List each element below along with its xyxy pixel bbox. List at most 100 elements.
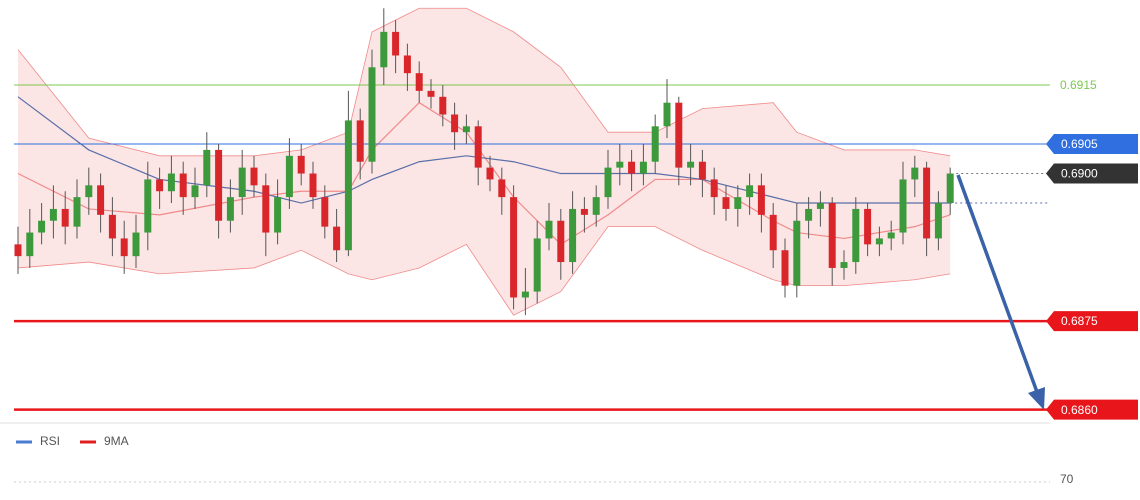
candle-body: [451, 114, 459, 133]
candle-body: [793, 220, 801, 286]
candle-body: [14, 244, 22, 257]
levels-layer: [14, 84, 1050, 411]
candle-body: [26, 232, 34, 257]
candle-body: [215, 149, 223, 221]
candle-body: [415, 73, 423, 91]
candle-body: [250, 167, 258, 186]
candle-body: [203, 149, 211, 186]
y-tick-label: 0.6930: [1060, 0, 1097, 3]
candle-body: [816, 203, 824, 209]
candle-body: [592, 197, 600, 215]
candle-body: [132, 232, 140, 257]
candle-body: [946, 173, 954, 204]
candle-body: [474, 126, 482, 168]
candle-body: [781, 250, 789, 286]
level-label: 0.6915: [1060, 78, 1097, 92]
arrow-head: [1028, 387, 1045, 410]
band-upper-line: [17, 7, 951, 157]
level-label: 0.6905: [1061, 137, 1098, 151]
candle-body: [333, 226, 341, 251]
candle-body: [769, 214, 777, 251]
candle-body: [864, 208, 872, 245]
candle-body: [238, 167, 246, 198]
candle-body: [887, 232, 895, 239]
candle-body: [840, 262, 848, 268]
candle-body: [85, 185, 93, 198]
candle-body: [604, 167, 612, 198]
candle-body: [521, 291, 529, 298]
candle-body: [852, 208, 860, 263]
indicator-layer: RSI 9MA 70: [14, 434, 1074, 486]
candle-body: [663, 102, 671, 127]
candle-body: [97, 185, 105, 215]
candle-body: [687, 161, 695, 168]
candle-body: [899, 179, 907, 233]
candle-body: [274, 197, 282, 233]
candle-body: [746, 185, 754, 198]
level-label-box: [1046, 311, 1138, 332]
candle-body: [934, 203, 942, 239]
candle-body: [144, 179, 152, 233]
candle-body: [828, 203, 836, 268]
level-label: 0.6900: [1061, 167, 1098, 181]
candle-body: [120, 238, 128, 257]
candle-body: [616, 161, 624, 168]
candle-body: [533, 238, 541, 292]
candle-body: [875, 238, 883, 245]
candle-body: [167, 173, 175, 192]
labels-layer: 0.6930 0.6915 0.6905 0.6900 0.6875 0.6860: [1046, 0, 1138, 420]
level-label: 0.6875: [1061, 314, 1098, 328]
candle-body: [49, 208, 57, 221]
candle-body: [226, 197, 234, 221]
candle-body: [297, 155, 305, 174]
candle-body: [179, 173, 187, 198]
candle-body: [108, 214, 116, 239]
candle-body: [580, 208, 588, 215]
candle-body: [911, 167, 919, 180]
candle-body: [462, 126, 470, 133]
candle-body: [321, 197, 329, 227]
candle-body: [368, 67, 376, 162]
arrow-shaft: [956, 174, 1039, 393]
candle-body: [191, 185, 199, 198]
candle-body: [698, 161, 706, 180]
candle-body: [557, 220, 565, 263]
candle-body: [710, 179, 718, 198]
candle-body: [380, 31, 388, 68]
candle-body: [486, 167, 494, 180]
candle-body: [356, 120, 364, 162]
candle-body: [38, 220, 46, 233]
forecast-arrow: [956, 174, 1045, 410]
candle-body: [923, 167, 931, 239]
candle-body: [805, 208, 813, 221]
candle-body: [651, 126, 659, 162]
candle-body: [73, 197, 81, 227]
candle-body: [61, 208, 69, 227]
candle-body: [628, 161, 636, 174]
candle-body: [427, 90, 435, 97]
level-label-box: [1046, 399, 1138, 420]
candle-body: [344, 120, 352, 251]
candle-body: [285, 155, 293, 198]
candles-layer: [14, 8, 954, 316]
legend-label: 9MA: [104, 434, 129, 448]
legend-label: RSI: [40, 434, 60, 448]
candle-body: [639, 161, 647, 174]
candle-body: [156, 179, 164, 192]
candle-body: [722, 197, 730, 209]
candle-body: [734, 197, 742, 209]
candle-body: [757, 185, 765, 215]
candle-body: [403, 55, 411, 74]
level-label-box: [1046, 134, 1138, 155]
level-label: 0.6860: [1061, 403, 1098, 417]
candle-body: [392, 31, 400, 56]
candle-body: [262, 185, 270, 233]
candle-body: [510, 197, 518, 298]
bollinger-band-area: [18, 8, 951, 316]
level-label-box: [1046, 163, 1138, 184]
candle-body: [498, 179, 506, 198]
candle-body: [675, 102, 683, 168]
candle-body: [569, 208, 577, 263]
candle-body: [309, 173, 317, 198]
